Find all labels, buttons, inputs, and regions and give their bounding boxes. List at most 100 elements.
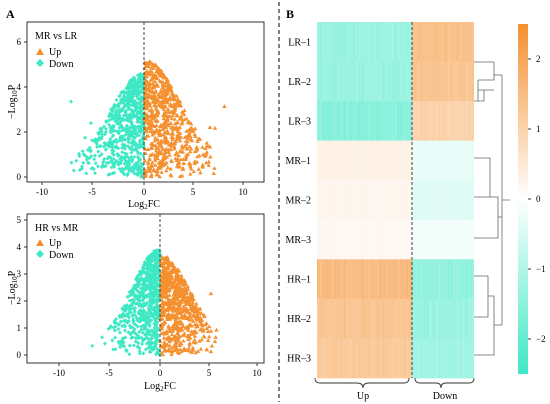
heatmap-streak [350,101,352,141]
up-gene-point [162,97,167,102]
heatmap-streak [329,22,331,62]
down-gene-point [126,105,131,110]
down-gene-point [139,90,144,95]
down-gene-point [92,171,97,176]
up-gene-point [189,317,195,322]
up-gene-point [148,152,153,157]
heatmap-row-label: HR–2 [287,314,311,325]
heatmap-row-label: LR–1 [288,37,311,48]
heatmap-streak [317,219,319,260]
up-gene-point [173,156,178,161]
up-gene-point [192,126,198,131]
heatmap-streak [320,22,322,62]
down-gene-point [105,143,110,148]
heatmap-streak [362,338,364,379]
plot-1-legend-down-label: Down [49,59,73,70]
up-gene-point [144,79,150,84]
up-gene-point [151,66,156,70]
heatmap-streak [395,61,397,102]
heatmap-streak [350,180,352,221]
down-gene-point [147,255,152,260]
heatmap-streak [466,61,468,102]
heatmap-streak [433,298,435,339]
down-gene-point [124,114,129,119]
heatmap-streak [338,338,340,379]
plot-1-xtick-m10: -10 [36,187,48,197]
heatmap-streak [451,180,453,221]
down-gene-point [147,322,152,327]
down-gene-point [137,166,142,171]
up-gene-point [212,339,218,344]
down-gene-point [138,273,143,278]
up-gene-point [181,324,186,329]
up-gene-point [176,308,181,313]
up-gene-point [187,321,193,326]
up-gene-point [153,83,159,87]
up-gene-point [177,299,183,304]
heatmap-streak [317,140,319,181]
heatmap-streak [350,22,352,62]
down-gene-point [154,329,159,334]
heatmap-streak [457,61,459,102]
heatmap-streak [454,61,456,102]
up-gene-point [187,161,192,165]
down-gene-point [136,311,141,316]
heatmap-streak [427,22,429,62]
heatmap-streak [335,219,337,260]
up-gene-point [211,171,217,175]
down-gene-point [133,82,138,87]
heatmap-streak [424,22,426,62]
heatmap-streak [380,140,382,181]
down-gene-point [128,117,133,122]
heatmap-streak [329,61,331,102]
up-gene-point [174,290,180,294]
heatmap-streak [430,140,432,181]
up-gene-point [188,149,193,154]
heatmap-streak [383,61,385,102]
up-gene-point [170,127,176,132]
down-gene-point [95,144,100,149]
down-gene-point [116,339,121,344]
plot-2-xtick-5: 5 [207,368,212,378]
down-gene-point [132,286,137,291]
down-gene-point [127,298,132,303]
up-gene-point [166,82,171,87]
up-gene-point [175,113,180,118]
heatmap-streak [472,219,474,260]
up-gene-point [183,153,189,158]
up-gene-point [198,306,203,311]
heatmap-streak [344,101,346,141]
up-gene-point [152,62,158,67]
up-gene-point [153,148,159,153]
colorbar [518,24,528,374]
heatmap-streak [371,140,373,181]
down-gene-point [112,320,117,325]
heatmap-streak [365,338,367,379]
up-gene-point [165,139,171,144]
down-gene-point [99,126,104,131]
down-gene-point [121,336,126,341]
heatmap-streak [362,61,364,102]
heatmap-streak [347,180,349,221]
heatmap-streak [460,22,462,62]
colorbar-tick-label: 0 [536,194,541,204]
plot-2-ytick-5: 5 [17,215,22,225]
heatmap-streak [421,140,423,181]
heatmap-streak [412,298,414,339]
heatmap-streak [392,61,394,102]
heatmap-streak [427,180,429,221]
plot-2-x-axis: -10 -5 0 5 10 [53,363,262,378]
heatmap-streak [392,219,394,260]
heatmap-streak [377,22,379,62]
down-gene-point [139,161,144,166]
heatmap-cell [317,338,412,379]
down-gene-point [92,157,97,162]
up-gene-point [169,349,174,353]
panel-b-letter: B [286,7,294,21]
up-gene-point [162,104,167,109]
plot-1-xlabel: Log2FC [128,199,160,211]
down-gene-point [133,128,138,133]
up-gene-point [150,132,155,137]
up-gene-point [162,278,168,282]
down-gene-point [111,347,116,352]
